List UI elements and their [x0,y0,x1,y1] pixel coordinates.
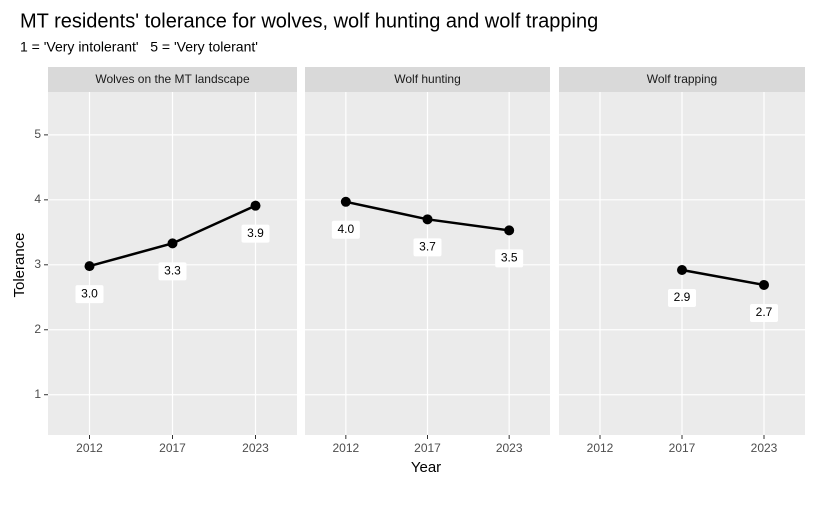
x-tick-label: 2012 [332,441,359,455]
value-label: 3.5 [501,251,518,265]
point [250,200,261,211]
value-label: 3.3 [164,264,181,278]
value-label: 3.7 [419,239,436,253]
chart-title: MT residents' tolerance for wolves, wolf… [20,10,598,32]
point [167,238,178,249]
point [340,196,351,207]
value-label: 2.9 [674,290,691,304]
point [422,214,433,225]
x-axis-label: Year [411,459,441,476]
point [84,261,95,272]
point [759,279,769,290]
x-tick-label: 2023 [751,441,778,455]
x-tick-label: 2017 [414,441,441,455]
value-label-box [331,220,360,239]
point [677,264,687,275]
x-tick-label: 2012 [587,441,614,455]
value-label: 3.0 [81,286,98,300]
value-label-box [413,238,442,257]
x-tick-label: 2017 [669,441,696,455]
value-label: 4.0 [337,222,354,236]
x-tick-label: 2023 [242,441,269,455]
value-label-box [750,303,778,322]
strip-label: Wolf hunting [394,72,461,86]
y-tick-label: 5 [34,127,41,141]
y-tick-label: 4 [34,192,41,206]
value-label-box [668,288,696,307]
x-tick-label: 2017 [159,441,186,455]
x-tick-label: 2023 [496,441,523,455]
y-tick-label: 3 [34,257,41,271]
value-label-box [158,262,187,281]
point [504,225,515,236]
chart-subtitle: 1 = 'Very intolerant' 5 = 'Very tolerant… [20,39,258,55]
x-tick-label: 2012 [76,441,103,455]
value-label: 2.7 [756,305,773,319]
value-label: 3.9 [247,226,264,240]
strip [48,67,297,92]
strip [305,67,550,92]
line [681,268,765,287]
value-label-box [495,249,524,268]
y-axis-label: Tolerance [11,232,28,297]
value-label-box [241,224,270,243]
y-tick-label: 2 [34,322,41,336]
strip [559,67,805,92]
strip-label: Wolves on the MT landscape [95,72,250,86]
y-tick-label: 1 [34,387,41,401]
value-label-box [75,285,104,304]
strip-label: Wolf trapping [647,72,717,86]
